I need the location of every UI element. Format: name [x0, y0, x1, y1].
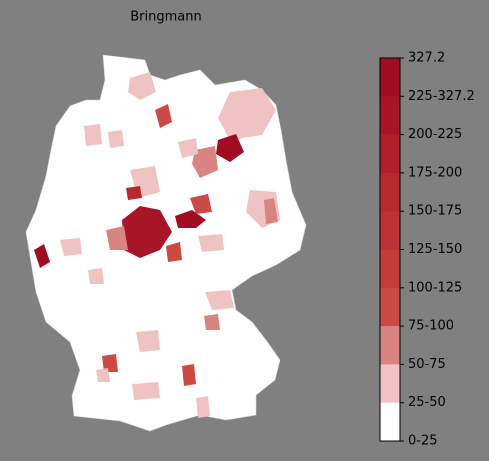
- district: [60, 238, 82, 256]
- district: [102, 354, 118, 372]
- colorbar-label: 150-175: [408, 204, 462, 219]
- colorbar-segment: [380, 134, 400, 174]
- colorbar-label: 175-200: [408, 165, 462, 180]
- germany-map: [25, 54, 307, 432]
- colorbar-label: 0-25: [408, 434, 438, 449]
- district: [88, 268, 104, 284]
- district: [108, 130, 124, 148]
- district: [155, 104, 172, 128]
- district: [132, 382, 160, 400]
- colorbar-segment: [380, 58, 400, 97]
- district: [128, 72, 156, 100]
- map-title: Bringmann: [130, 10, 201, 25]
- district: [34, 244, 50, 268]
- district: [196, 396, 210, 418]
- colorbar-label: 25-50: [408, 395, 446, 410]
- colorbar-label: 50-75: [408, 357, 446, 372]
- colorbar-label: 75-100: [408, 319, 454, 334]
- colorbar-segment: [380, 364, 400, 404]
- district: [198, 234, 224, 252]
- district: [96, 368, 110, 382]
- colorbar: 327.2 225-327.2 200-225 175-200 150-175 125-1…: [379, 51, 475, 449]
- colorbar-segment: [380, 172, 400, 212]
- colorbar-label: 200-225: [408, 127, 462, 142]
- colorbar-segment: [380, 287, 400, 327]
- district: [166, 242, 182, 262]
- colorbar-segment: [380, 211, 400, 250]
- colorbar-label: 125-150: [408, 242, 462, 257]
- district: [216, 134, 244, 162]
- district: [204, 314, 220, 330]
- districts: [34, 72, 280, 418]
- district: [264, 198, 278, 224]
- colorbar-segment: [380, 249, 400, 289]
- district: [175, 210, 206, 228]
- district: [205, 290, 234, 310]
- district: [218, 88, 276, 140]
- district: [190, 194, 212, 214]
- district: [84, 124, 102, 146]
- district: [126, 186, 142, 200]
- colorbar-segment: [380, 326, 400, 365]
- district: [182, 364, 196, 386]
- district: [136, 330, 160, 352]
- district: [192, 146, 218, 178]
- colorbar-label: 100-125: [408, 280, 462, 295]
- colorbar-segment: [380, 402, 400, 442]
- colorbar-label: 225-327.2: [408, 89, 475, 104]
- district: [178, 138, 198, 158]
- district: [106, 226, 128, 250]
- colorbar-segment: [380, 96, 400, 136]
- district: [122, 206, 172, 258]
- colorbar-label: 327.2: [408, 51, 445, 66]
